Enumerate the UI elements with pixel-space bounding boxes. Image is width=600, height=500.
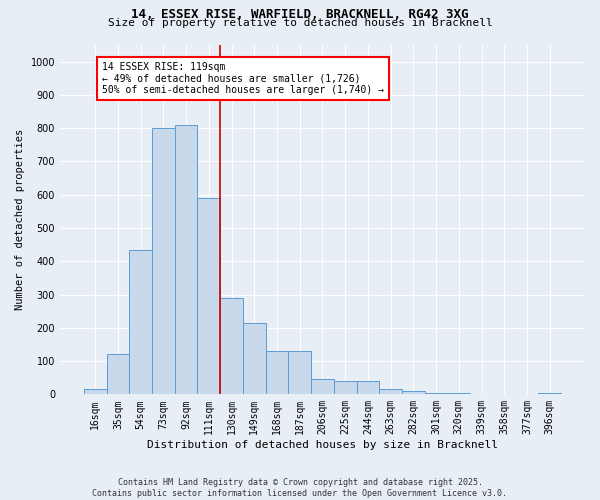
- Bar: [107, 354, 129, 395]
- Bar: [243, 323, 266, 394]
- Bar: [425, 392, 448, 394]
- Bar: [266, 351, 289, 395]
- Y-axis label: Number of detached properties: Number of detached properties: [15, 129, 25, 310]
- Text: 14, ESSEX RISE, WARFIELD, BRACKNELL, RG42 3XG: 14, ESSEX RISE, WARFIELD, BRACKNELL, RG4…: [131, 8, 469, 20]
- Text: 14 ESSEX RISE: 119sqm
← 49% of detached houses are smaller (1,726)
50% of semi-d: 14 ESSEX RISE: 119sqm ← 49% of detached …: [102, 62, 384, 95]
- Bar: [289, 351, 311, 395]
- Bar: [538, 392, 561, 394]
- Bar: [220, 298, 243, 394]
- Bar: [175, 125, 197, 394]
- Bar: [356, 381, 379, 394]
- Bar: [84, 390, 107, 394]
- Bar: [448, 392, 470, 394]
- X-axis label: Distribution of detached houses by size in Bracknell: Distribution of detached houses by size …: [147, 440, 498, 450]
- Bar: [379, 390, 402, 394]
- Bar: [334, 381, 356, 394]
- Bar: [129, 250, 152, 394]
- Bar: [402, 391, 425, 394]
- Bar: [311, 380, 334, 394]
- Bar: [152, 128, 175, 394]
- Text: Contains HM Land Registry data © Crown copyright and database right 2025.
Contai: Contains HM Land Registry data © Crown c…: [92, 478, 508, 498]
- Text: Size of property relative to detached houses in Bracknell: Size of property relative to detached ho…: [107, 18, 493, 28]
- Bar: [197, 198, 220, 394]
